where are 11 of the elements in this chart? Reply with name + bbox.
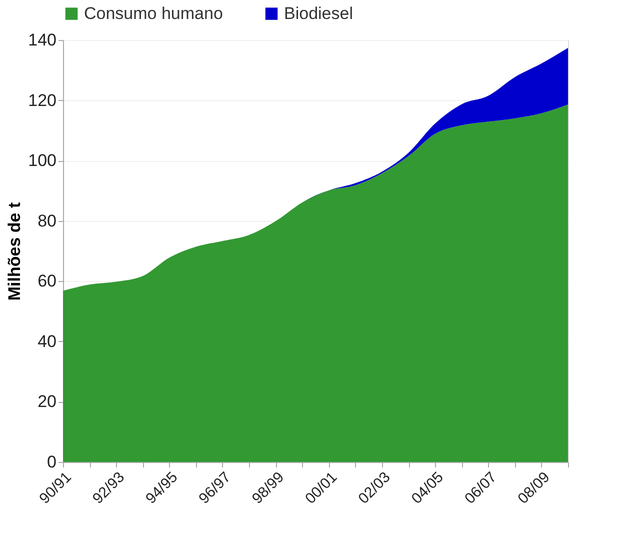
y-tick-label: 100 bbox=[28, 151, 56, 170]
legend-label: Biodiesel bbox=[284, 4, 353, 23]
y-tick-label: 0 bbox=[47, 452, 56, 472]
legend-label: Consumo humano bbox=[84, 4, 223, 23]
y-tick-label: 20 bbox=[38, 392, 56, 412]
y-tick-label: 60 bbox=[38, 272, 56, 291]
y-tick-label: 140 bbox=[28, 30, 56, 50]
y-tick-label: 120 bbox=[28, 90, 56, 110]
y-tick-label: 80 bbox=[38, 211, 56, 230]
y-tick-label: 40 bbox=[38, 332, 56, 351]
y-axis-title: Milhões de t bbox=[5, 202, 24, 301]
